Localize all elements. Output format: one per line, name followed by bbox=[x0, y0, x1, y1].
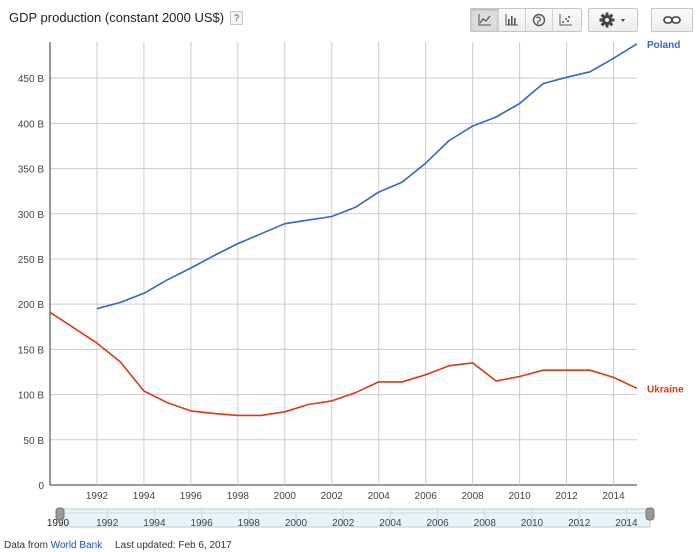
chart-type-toolbar bbox=[470, 8, 582, 32]
gdp-line-chart: 0 50 B 100 B 150 B 200 B 250 B 300 B 350 B 400 B… bbox=[18, 40, 684, 529]
range-start-handle[interactable] bbox=[55, 507, 65, 521]
y-tick-label: 250 B bbox=[18, 255, 44, 266]
range-tick-label: 2010 bbox=[521, 518, 544, 529]
series-line-ukraine bbox=[49, 311, 638, 417]
chart-series bbox=[49, 43, 638, 417]
x-tick-label: 1992 bbox=[86, 491, 109, 502]
data-from-label: Data from bbox=[4, 540, 48, 551]
x-tick-label: 2014 bbox=[602, 491, 625, 502]
globe-map-icon bbox=[532, 13, 546, 27]
range-tick-label: 2000 bbox=[285, 518, 308, 529]
x-tick-label: 2006 bbox=[415, 491, 438, 502]
series-line-poland bbox=[96, 43, 638, 310]
x-tick-label: 2002 bbox=[321, 491, 344, 502]
x-tick-label: 1998 bbox=[227, 491, 250, 502]
range-end-handle[interactable] bbox=[645, 507, 655, 521]
source-link[interactable]: World Bank bbox=[50, 540, 103, 551]
y-tick-label: 200 B bbox=[18, 300, 44, 311]
y-tick-label: 0 bbox=[38, 481, 44, 492]
link-menu bbox=[651, 8, 693, 32]
range-selector: 1992 1994 1996 1998 2000 2002 2004 2006 2008 2010… bbox=[47, 507, 655, 529]
y-tick-label: 150 B bbox=[18, 345, 44, 356]
series-label-poland: Poland bbox=[647, 40, 680, 51]
range-tick-label: 2014 bbox=[615, 518, 638, 529]
x-tick-label: 2012 bbox=[555, 491, 578, 502]
scatter-chart-icon bbox=[559, 14, 572, 26]
bar-chart-button[interactable] bbox=[498, 9, 525, 31]
x-tick-label: 1996 bbox=[180, 491, 203, 502]
x-tick-label: 2008 bbox=[462, 491, 485, 502]
range-tick-label: 2002 bbox=[332, 518, 355, 529]
chart-title: GDP production (constant 2000 US$)? bbox=[9, 10, 244, 25]
chart-title-text: GDP production (constant 2000 US$) bbox=[9, 10, 225, 25]
x-tick-label: 2004 bbox=[368, 491, 391, 502]
scatter-chart-button[interactable] bbox=[552, 9, 579, 31]
gear-icon bbox=[599, 12, 625, 28]
range-tick-label: 2012 bbox=[568, 518, 591, 529]
help-button[interactable]: ? bbox=[230, 11, 244, 25]
x-tick-label: 2010 bbox=[508, 491, 531, 502]
last-updated: Last updated: Feb 6, 2017 bbox=[114, 540, 232, 551]
x-axis-ticks: 1992 1994 1996 1998 2000 2002 2004 2006 2008 2010… bbox=[86, 491, 625, 502]
bar-chart-icon bbox=[505, 14, 518, 26]
range-tick-label: 1994 bbox=[143, 518, 166, 529]
range-tick-label: 2004 bbox=[379, 518, 402, 529]
link-button[interactable] bbox=[652, 9, 692, 31]
y-tick-label: 300 B bbox=[18, 210, 44, 221]
map-chart-button[interactable] bbox=[525, 9, 552, 31]
settings-menu bbox=[588, 8, 638, 32]
series-label-ukraine: Ukraine bbox=[647, 384, 684, 395]
y-tick-label: 400 B bbox=[18, 119, 44, 130]
y-axis-ticks: 0 50 B 100 B 150 B 200 B 250 B 300 B 350 B 400 B… bbox=[18, 74, 45, 492]
line-chart-icon bbox=[478, 14, 491, 26]
series-end-labels: Poland Ukraine bbox=[647, 40, 684, 395]
range-tick-label: 1992 bbox=[96, 518, 119, 529]
range-start-label: 1990 bbox=[47, 518, 70, 529]
range-tick-label: 2008 bbox=[474, 518, 497, 529]
range-tick-label: 2006 bbox=[426, 518, 449, 529]
range-tick-label: 1998 bbox=[238, 518, 261, 529]
chart-grid bbox=[49, 42, 637, 486]
y-tick-label: 450 B bbox=[18, 74, 44, 85]
x-tick-label: 1994 bbox=[133, 491, 156, 502]
chart-footer: Data from World Bank Last updated: Feb 6… bbox=[4, 540, 232, 551]
settings-button[interactable] bbox=[589, 9, 637, 31]
x-tick-label: 2000 bbox=[274, 491, 297, 502]
y-tick-label: 350 B bbox=[18, 165, 44, 176]
range-tick-label: 1996 bbox=[190, 518, 213, 529]
line-chart-button[interactable] bbox=[471, 9, 498, 31]
y-tick-label: 100 B bbox=[18, 391, 44, 402]
chain-link-icon bbox=[663, 16, 681, 24]
y-tick-label: 50 B bbox=[23, 436, 44, 447]
